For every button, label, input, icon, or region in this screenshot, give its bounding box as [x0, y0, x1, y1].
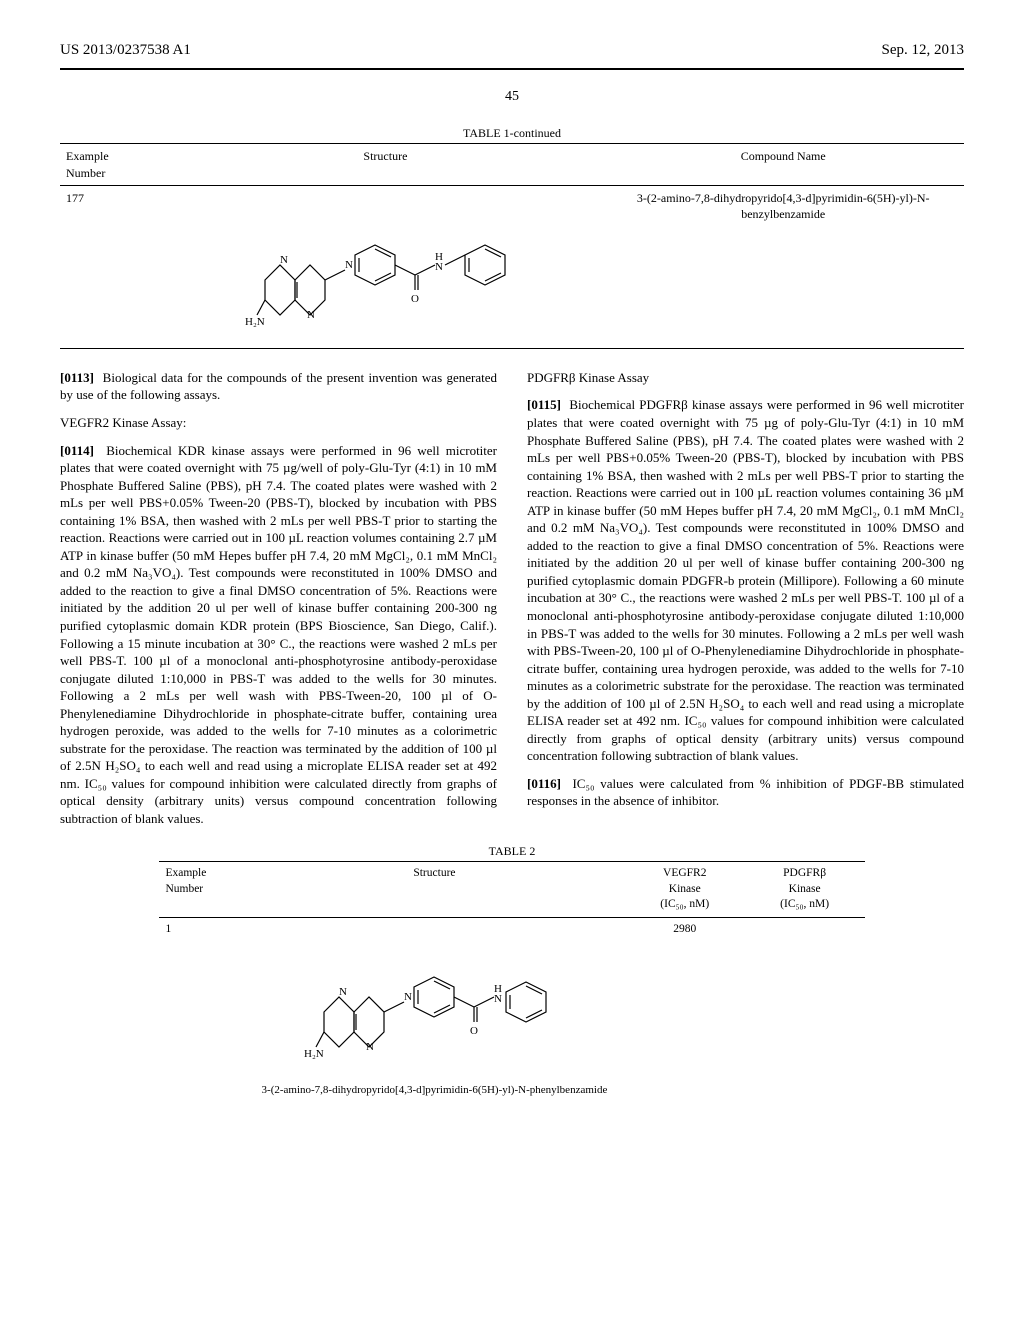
table2-row-vegfr2: 2980 [625, 917, 745, 1102]
table1-row-structure: H₂N N N N [168, 185, 602, 348]
heading-vegfr2: VEGFR2 Kinase Assay: [60, 414, 497, 432]
svg-text:O: O [470, 1025, 478, 1037]
para-num-0114: [0114] [60, 443, 94, 458]
para-0113-text: Biological data for the compounds of the… [60, 370, 497, 403]
table2-header-vegfr2: VEGFR2 Kinase (IC₅₀, nM) [625, 861, 745, 917]
table1: Example Number Structure Compound Name 1… [60, 144, 964, 348]
svg-text:N: N [404, 991, 412, 1003]
table1-header-num: Example Number [60, 144, 168, 185]
table2-wrap: TABLE 2 Example Number Structure VEGFR2 … [60, 843, 964, 1102]
table2-row-number: 1 [159, 917, 244, 1102]
svg-text:N: N [435, 261, 443, 273]
para-num-0115: [0115] [527, 397, 561, 412]
table2-row-pdgfr [745, 917, 865, 1102]
para-0114-text: Biochemical KDR kinase assays were perfo… [60, 443, 497, 826]
svg-text:N: N [345, 259, 353, 271]
para-0115-text: Biochemical PDGFRβ kinase assays were pe… [527, 397, 964, 763]
svg-text:N: N [307, 309, 315, 321]
table1-bottom-rule [60, 348, 964, 349]
para-0116-text: IC₅₀ values were calculated from % inhib… [527, 776, 964, 809]
table2-header-pdgfr: PDGFRβ Kinase (IC₅₀, nM) [745, 861, 865, 917]
svg-text:H₂N: H₂N [245, 316, 265, 328]
page-number: 45 [60, 88, 964, 107]
para-0116: [0116] IC₅₀ values were calculated from … [527, 775, 964, 810]
para-0114: [0114] Biochemical KDR kinase assays wer… [60, 442, 497, 828]
table2-caption: TABLE 2 [60, 843, 964, 859]
table2-header-structure: Structure [244, 861, 625, 917]
svg-text:H₂N: H₂N [304, 1048, 324, 1060]
table1-caption: TABLE 1-continued [60, 125, 964, 141]
publication-number: US 2013/0237538 A1 [60, 40, 191, 60]
body-columns: [0113] Biological data for the compounds… [60, 369, 964, 829]
table2-row-structure: H₂N N N N [244, 917, 625, 1102]
svg-text:N: N [366, 1041, 374, 1053]
para-num-0116: [0116] [527, 776, 561, 791]
table1-row-compound-name: 3-(2-amino-7,8-dihydropyrido[4,3-d]pyrim… [602, 185, 964, 348]
table2: Example Number Structure VEGFR2 Kinase (… [159, 861, 864, 1102]
svg-text:N: N [280, 254, 288, 266]
svg-text:N: N [494, 993, 502, 1005]
table1-header-structure: Structure [168, 144, 602, 185]
publication-date: Sep. 12, 2013 [882, 40, 965, 60]
svg-text:N: N [339, 986, 347, 998]
table1-row-number: 177 [60, 185, 168, 348]
heading-pdgfr: PDGFRβ Kinase Assay [527, 369, 964, 387]
svg-text:O: O [411, 293, 419, 305]
header-rule [60, 68, 964, 70]
page-header: US 2013/0237538 A1 Sep. 12, 2013 [60, 40, 964, 60]
structure-177-svg: H₂N N N N [235, 190, 535, 340]
structure-1-svg: H₂N N N N [294, 922, 574, 1072]
table1-header-name: Compound Name [602, 144, 964, 185]
table2-header-num: Example Number [159, 861, 244, 917]
para-0113: [0113] Biological data for the compounds… [60, 369, 497, 404]
para-0115: [0115] Biochemical PDGFRβ kinase assays … [527, 396, 964, 764]
para-num-0113: [0113] [60, 370, 94, 385]
table2-row-compound-name: 3-(2-amino-7,8-dihydropyrido[4,3-d]pyrim… [250, 1083, 619, 1098]
